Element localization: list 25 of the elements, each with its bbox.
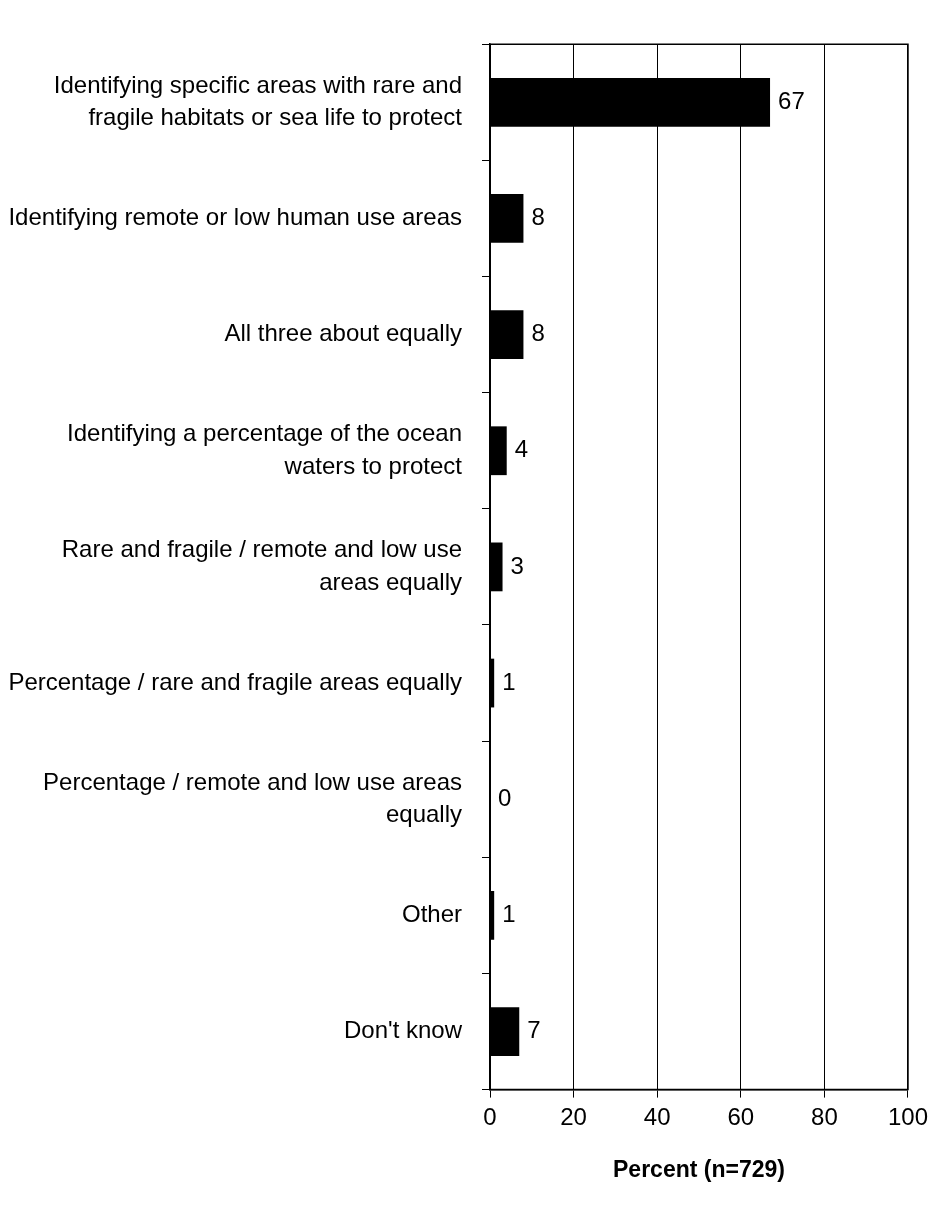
x-tick-label: 40: [643, 1102, 671, 1130]
x-tick-label: 0: [483, 1102, 497, 1130]
x-tick-label: 60: [727, 1102, 755, 1130]
y-tick-label: Identifying specific areas with rare and fragile habitats or sea life to protect: [53, 70, 463, 131]
data-label: 1: [502, 667, 516, 695]
y-tick-label: Identifying a percentage of the ocean waters to protect: [67, 419, 463, 479]
data-label: 8: [531, 203, 545, 231]
data-label: 3: [510, 551, 524, 579]
data-label: 0: [498, 783, 512, 811]
y-tick-label: Rare and fragile / remote and low use areas equally: [61, 535, 462, 595]
data-label: 7: [527, 1016, 541, 1044]
x-tick-label: 20: [560, 1102, 587, 1130]
y-tick-label: Don't know: [344, 1016, 463, 1044]
data-label: 8: [531, 319, 545, 347]
data-label: 67: [778, 86, 805, 114]
y-tick-label: Percentage / remote and low use areas equally: [43, 767, 462, 828]
y-tick-label: Percentage / rare and fragile areas equally: [8, 667, 462, 695]
y-tick-label: All three about equally: [224, 319, 462, 347]
data-label: 1: [502, 899, 516, 927]
x-tick-label: 100: [887, 1102, 928, 1130]
x-axis-title: Percent (n=729): [613, 1155, 785, 1182]
x-tick-label: 80: [811, 1102, 838, 1130]
y-tick-label: Identifying remote or low human use areas: [8, 203, 462, 231]
y-tick-label: Other: [401, 899, 462, 927]
data-label: 4: [514, 435, 529, 463]
